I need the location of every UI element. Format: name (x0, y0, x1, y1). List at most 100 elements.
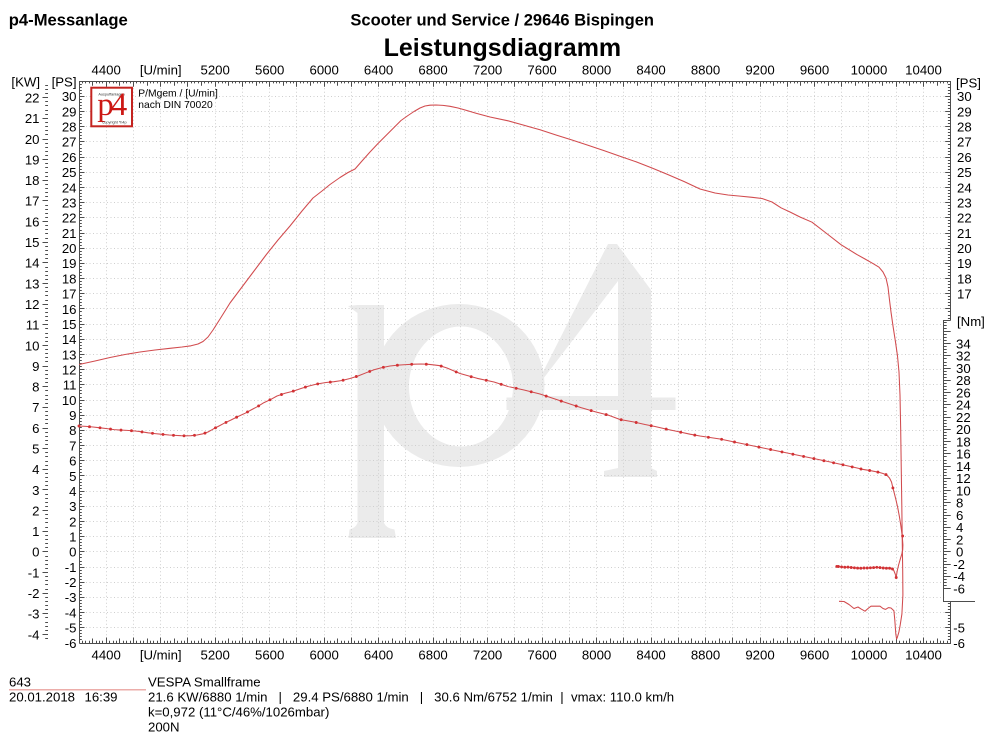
svg-text:3: 3 (32, 483, 39, 498)
svg-text:8: 8 (69, 423, 76, 438)
svg-text:16: 16 (956, 447, 971, 462)
svg-text:19: 19 (62, 256, 77, 271)
svg-text:Auspuffanlagen: Auspuffanlagen (98, 93, 124, 97)
svg-text:6400: 6400 (364, 63, 393, 78)
svg-text:32: 32 (956, 349, 971, 364)
svg-text:-5: -5 (65, 621, 77, 636)
svg-text:0: 0 (956, 545, 963, 560)
svg-text:26: 26 (957, 150, 972, 165)
svg-text:26: 26 (956, 385, 971, 400)
svg-text:-1: -1 (65, 560, 77, 575)
svg-text:28: 28 (957, 120, 972, 135)
svg-text:18: 18 (62, 271, 77, 286)
svg-text:9600: 9600 (800, 63, 829, 78)
svg-text:30: 30 (956, 361, 971, 376)
svg-text:14: 14 (956, 459, 971, 474)
svg-text:9: 9 (69, 408, 76, 423)
svg-text:6400: 6400 (364, 648, 393, 663)
svg-text:1: 1 (32, 524, 39, 539)
svg-text:6: 6 (32, 421, 39, 436)
svg-text:19: 19 (957, 256, 972, 271)
svg-text:0: 0 (32, 545, 39, 560)
svg-text:7: 7 (32, 400, 39, 415)
svg-text:7600: 7600 (527, 63, 556, 78)
svg-text:12: 12 (956, 471, 971, 486)
svg-text:-2: -2 (953, 557, 965, 572)
svg-text:8800: 8800 (691, 63, 720, 78)
svg-text:3: 3 (69, 499, 76, 514)
svg-text:16: 16 (62, 302, 77, 317)
svg-text:20: 20 (956, 422, 971, 437)
svg-text:[KW]: [KW] (11, 74, 40, 89)
svg-text:20.01.2018: 20.01.2018 (9, 690, 75, 705)
svg-text:8400: 8400 (636, 648, 665, 663)
svg-text:-4: -4 (65, 605, 77, 620)
svg-text:5200: 5200 (201, 63, 230, 78)
svg-text:5600: 5600 (255, 648, 284, 663)
svg-text:21: 21 (62, 226, 77, 241)
svg-text:24: 24 (956, 398, 971, 413)
svg-text:10400: 10400 (905, 648, 942, 663)
svg-text:[Nm]: [Nm] (957, 314, 985, 329)
svg-text:22: 22 (62, 211, 77, 226)
svg-text:15: 15 (62, 317, 77, 332)
svg-text:[U/min]: [U/min] (140, 63, 182, 78)
svg-text:22: 22 (956, 410, 971, 425)
svg-text:30: 30 (957, 89, 972, 104)
svg-text:8000: 8000 (582, 648, 611, 663)
svg-text:copyright *h4p: copyright *h4p (102, 120, 126, 124)
svg-text:10: 10 (956, 483, 971, 498)
svg-text:25: 25 (62, 165, 77, 180)
svg-text:p4: p4 (97, 87, 127, 123)
svg-text:7600: 7600 (527, 648, 556, 663)
svg-text:5: 5 (32, 442, 39, 457)
svg-text:5600: 5600 (255, 63, 284, 78)
svg-text:1: 1 (69, 530, 76, 545)
svg-text:Leistungsdiagramm: Leistungsdiagramm (384, 34, 622, 62)
svg-text:[U/min]: [U/min] (140, 648, 182, 663)
svg-text:17: 17 (62, 287, 77, 302)
svg-text:-3: -3 (28, 607, 40, 622)
svg-text:-4: -4 (28, 627, 40, 642)
svg-text:12: 12 (62, 363, 77, 378)
svg-text:-6: -6 (953, 636, 965, 651)
svg-text:6: 6 (69, 454, 76, 469)
svg-text:17: 17 (25, 194, 40, 209)
svg-text:23: 23 (957, 196, 972, 211)
svg-text:20: 20 (62, 241, 77, 256)
svg-text:-4: -4 (953, 569, 965, 584)
svg-text:-2: -2 (65, 575, 77, 590)
svg-text:6: 6 (956, 508, 963, 523)
svg-text:2: 2 (956, 532, 963, 547)
svg-text:8400: 8400 (636, 63, 665, 78)
svg-text:6000: 6000 (310, 63, 339, 78)
svg-text:4: 4 (32, 462, 39, 477)
svg-text:20: 20 (25, 132, 40, 147)
svg-text:29: 29 (957, 104, 972, 119)
svg-text:10000: 10000 (851, 63, 888, 78)
svg-text:11: 11 (63, 378, 77, 393)
svg-text:28: 28 (62, 120, 77, 135)
svg-text:21: 21 (25, 111, 40, 126)
svg-text:200N: 200N (148, 720, 180, 735)
svg-text:26: 26 (62, 150, 77, 165)
svg-text:11: 11 (26, 318, 40, 333)
svg-text:16:39: 16:39 (85, 690, 118, 705)
svg-text:-1: -1 (28, 565, 40, 580)
svg-text:18: 18 (957, 271, 972, 286)
svg-text:4: 4 (956, 520, 963, 535)
svg-text:7200: 7200 (473, 63, 502, 78)
svg-text:22: 22 (957, 211, 972, 226)
svg-text:10400: 10400 (905, 63, 942, 78)
svg-text:-5: -5 (953, 621, 965, 636)
svg-text:17: 17 (957, 287, 972, 302)
svg-text:p4-Messanlage: p4-Messanlage (9, 11, 128, 30)
svg-text:-2: -2 (28, 586, 40, 601)
svg-text:13: 13 (62, 347, 77, 362)
svg-text:k=0,972 (11°C/46%/1026mbar): k=0,972 (11°C/46%/1026mbar) (148, 705, 329, 720)
svg-text:10: 10 (62, 393, 77, 408)
svg-text:[PS]: [PS] (956, 75, 981, 90)
svg-text:9600: 9600 (800, 648, 829, 663)
svg-text:6800: 6800 (418, 648, 447, 663)
svg-text:6000: 6000 (310, 648, 339, 663)
